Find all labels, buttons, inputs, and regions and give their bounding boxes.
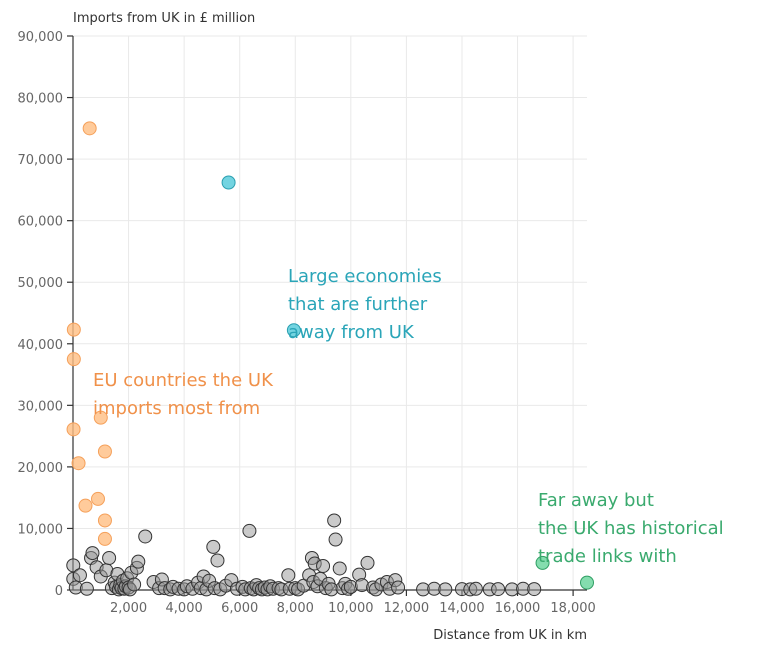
other-point [332,561,347,576]
other-point [131,554,146,569]
eu-point [97,513,112,528]
large-annotation-line: away from UK [288,322,415,343]
other-point [527,582,542,597]
grid-layer [73,35,587,590]
large-point [286,323,301,338]
y-tick-label: 50,000 [18,276,64,291]
data-points [66,121,594,597]
other-point [66,558,81,573]
y-tick-label: 40,000 [18,338,64,353]
eu-point [66,352,81,367]
x-tick-label: 6,000 [221,601,258,616]
other-point [72,568,87,583]
y-tick-label: 80,000 [18,92,64,107]
annotations: EU countries the UK imports most from Larg… [93,266,724,567]
y-tick-label: 30,000 [18,399,64,414]
x-tick-label: 14,000 [439,601,485,616]
other-point [210,553,225,568]
other-point [85,546,100,561]
other-point [391,580,406,595]
large-annotation: Large economies that are further away from… [288,266,442,343]
historical-annotation-line: Far away but [538,490,654,511]
large-annotation-line: that are further [288,294,428,315]
tick-labels: 0 10,000 20,000 30,000 40,000 50,000 60,000 70,… [18,30,596,616]
other-point [491,582,506,597]
eu-point [93,410,108,425]
eu-annotation-line: imports most from [93,398,260,419]
large-annotation-line: Large economies [288,266,442,287]
y-axis-title: Imports from UK in £ million [73,11,255,26]
other-point [328,532,343,547]
other-point [206,539,221,554]
eu-point [66,422,81,437]
other-point [327,513,342,528]
x-tick-label: 16,000 [495,601,541,616]
large-point [221,175,236,190]
x-tick-label: 12,000 [384,601,430,616]
other-point [281,568,296,583]
other-point [102,550,117,565]
eu-point [66,322,81,337]
x-tick-label: 18,000 [550,601,596,616]
other-point [438,582,453,597]
other-point [360,555,375,570]
eu-point [82,121,97,136]
other-point [138,529,153,544]
historical-point [535,555,550,570]
eu-point [97,444,112,459]
y-tick-label: 70,000 [18,153,64,168]
eu-annotation-line: EU countries the UK [93,370,274,391]
other-point [242,523,257,538]
other-point [79,581,94,596]
y-tick-label: 0 [55,584,63,599]
eu-annotation: EU countries the UK imports most from [93,370,274,419]
y-tick-label: 60,000 [18,215,64,230]
x-tick-label: 10,000 [328,601,374,616]
x-axis-title: Distance from UK in km [433,628,587,643]
axis-layer [67,35,587,596]
eu-point [71,456,86,471]
y-tick-label: 90,000 [18,30,64,45]
x-tick-label: 4,000 [166,601,203,616]
historical-annotation-line: the UK has historical [538,518,724,539]
historical-annotation-line: trade links with [538,546,677,567]
historical-point [580,575,594,590]
x-tick-label: 8,000 [277,601,314,616]
eu-point [97,531,112,546]
x-tick-label: 2,000 [110,601,147,616]
historical-annotation: Far away but the UK has historical trade l… [538,490,724,567]
other-point [316,558,331,573]
other-point [127,577,142,592]
y-tick-label: 20,000 [18,461,64,476]
other-point [468,581,483,596]
y-tick-label: 10,000 [18,522,64,537]
eu-point [78,498,93,513]
eu-point [91,491,106,506]
